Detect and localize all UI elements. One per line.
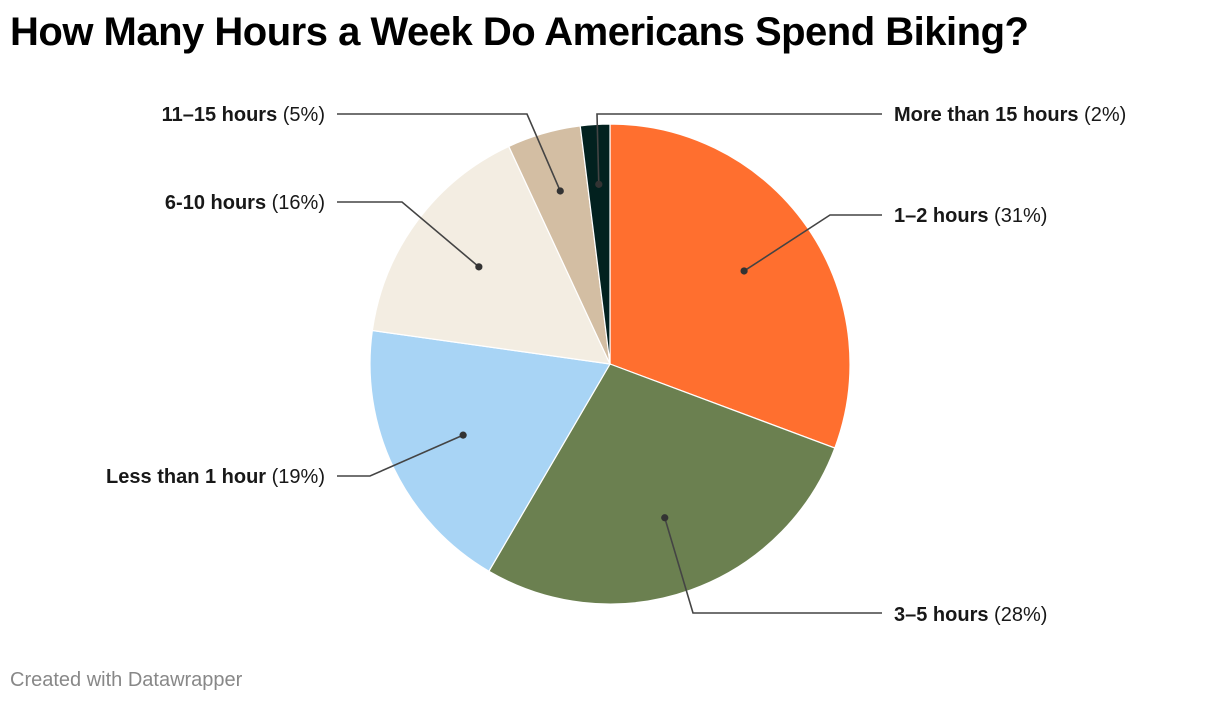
slice-label-6-10-hours: 6-10 hours (16%) <box>165 192 325 214</box>
leader-line <box>337 434 464 477</box>
leader-dot <box>556 187 564 195</box>
slice-label-pct: (31%) <box>994 205 1047 227</box>
slice-label-name: 11–15 hours <box>162 104 278 126</box>
leader-line <box>337 201 480 268</box>
leader-dot <box>459 431 467 439</box>
slice-label-3-5-hours: 3–5 hours (28%) <box>894 604 1047 626</box>
slice-label-name: Less than 1 hour <box>106 466 266 488</box>
leader-dot <box>475 263 483 271</box>
pie-slice-1-2-hours[interactable] <box>609 123 851 449</box>
chart-title: How Many Hours a Week Do Americans Spend… <box>10 10 1029 54</box>
pie-slice-less-than-1-hour[interactable] <box>369 329 611 573</box>
slice-label-less-than-1-hour: Less than 1 hour (19%) <box>106 466 325 488</box>
slice-label-name: 1–2 hours <box>894 205 988 227</box>
slice-label-name: More than 15 hours <box>894 104 1078 126</box>
leader-lines <box>337 113 882 614</box>
leader-line <box>337 113 562 192</box>
slice-label-pct: (16%) <box>272 192 325 214</box>
leader-line <box>743 214 882 272</box>
pie-slice-6-10-hours[interactable] <box>371 145 612 365</box>
slice-label-more-than-15-hours: More than 15 hours (2%) <box>894 104 1126 126</box>
leader-line <box>596 113 882 185</box>
slice-label-name: 3–5 hours <box>894 604 988 626</box>
slice-label-pct: (28%) <box>994 604 1047 626</box>
slice-label-pct: (5%) <box>283 104 325 126</box>
pie-slices <box>369 123 851 605</box>
pie-slice-more-than-15-hours[interactable] <box>579 123 611 365</box>
leader-line <box>663 517 882 614</box>
leader-dot <box>661 514 669 522</box>
leader-dots <box>459 180 748 522</box>
leader-dot <box>595 180 603 188</box>
slice-label-11-15-hours: 11–15 hours (5%) <box>162 104 325 126</box>
slice-label-pct: (19%) <box>272 466 325 488</box>
leader-dot <box>740 267 748 275</box>
slice-label-pct: (2%) <box>1084 104 1126 126</box>
slice-label-1-2-hours: 1–2 hours (31%) <box>894 205 1047 227</box>
footer-credit: Created with Datawrapper <box>10 669 243 691</box>
slice-label-name: 6-10 hours <box>165 192 266 214</box>
